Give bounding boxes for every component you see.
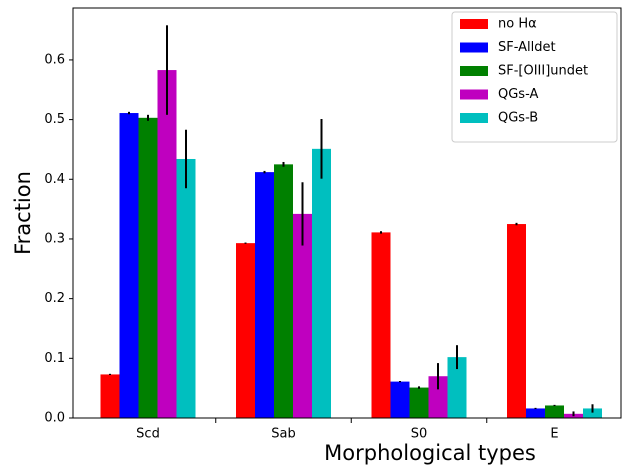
legend-label: SF-Alldet [498,40,556,55]
bar [312,148,331,419]
bar [447,357,467,418]
bar [176,158,196,418]
y-tick-label: 0.1 [44,351,65,366]
bar [138,117,158,419]
bar [274,164,293,418]
bar [371,232,391,418]
legend-label: SF-[OIII]undet [498,64,588,79]
legend-swatch [460,66,488,76]
x-axis-label: Morphological types [324,441,536,465]
x-tick-label: E [550,427,558,442]
y-tick-label: 0.5 [44,112,65,127]
bar [100,374,120,418]
bar [255,172,274,418]
legend-swatch [460,89,488,100]
bar [409,387,429,418]
legend-label: no Hα [498,17,537,32]
bar [119,113,139,419]
legend-swatch [460,19,488,29]
y-tick-label: 0.2 [44,291,65,306]
y-tick-label: 0.4 [44,172,65,187]
bar [428,376,448,418]
y-tick-label: 0.0 [44,411,65,426]
bar [545,405,564,418]
bar [507,224,526,418]
legend-label: QGs-A [498,87,538,102]
bar [236,243,255,418]
y-tick-label: 0.3 [44,231,65,246]
y-tick-label: 0.6 [44,52,65,67]
x-tick-label: S0 [411,427,428,442]
legend-swatch [460,42,488,53]
x-tick-label: Sab [271,427,295,442]
y-axis-label: Fraction [11,171,35,255]
bar [293,213,312,418]
legend-label: QGs-B [498,111,538,126]
plot-frame [72,7,622,419]
legend-swatch [460,113,488,123]
legend-box [451,11,618,143]
bar [526,408,545,418]
x-tick-label: Scd [136,427,160,442]
bar [583,408,602,418]
bar [157,70,177,418]
bar [390,381,410,418]
